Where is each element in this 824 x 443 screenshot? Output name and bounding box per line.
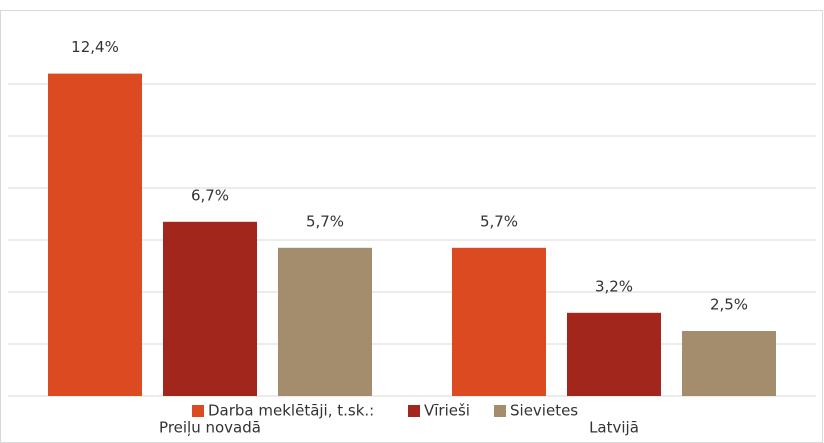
x-tick-label: Preiļu novadā bbox=[159, 419, 261, 437]
data-label: 12,4% bbox=[71, 38, 119, 56]
legend-swatch bbox=[192, 405, 204, 417]
x-tick-label: Latvijā bbox=[589, 419, 639, 437]
bar bbox=[682, 331, 776, 396]
bar bbox=[278, 247, 372, 396]
data-label: 5,7% bbox=[480, 212, 518, 230]
legend-swatch bbox=[494, 405, 506, 417]
bar bbox=[567, 312, 661, 396]
bar bbox=[48, 73, 142, 396]
data-label: 6,7% bbox=[191, 186, 229, 204]
data-label: 5,7% bbox=[306, 212, 344, 230]
data-label: 3,2% bbox=[595, 277, 633, 295]
legend-label: Vīrieši bbox=[424, 402, 470, 420]
legend-label: Darba meklētāji, t.sk.: bbox=[208, 402, 374, 420]
bar bbox=[163, 221, 257, 396]
bar bbox=[452, 247, 546, 396]
legend-swatch bbox=[408, 405, 420, 417]
data-label: 2,5% bbox=[710, 296, 748, 314]
legend-label: Sievietes bbox=[510, 402, 578, 420]
